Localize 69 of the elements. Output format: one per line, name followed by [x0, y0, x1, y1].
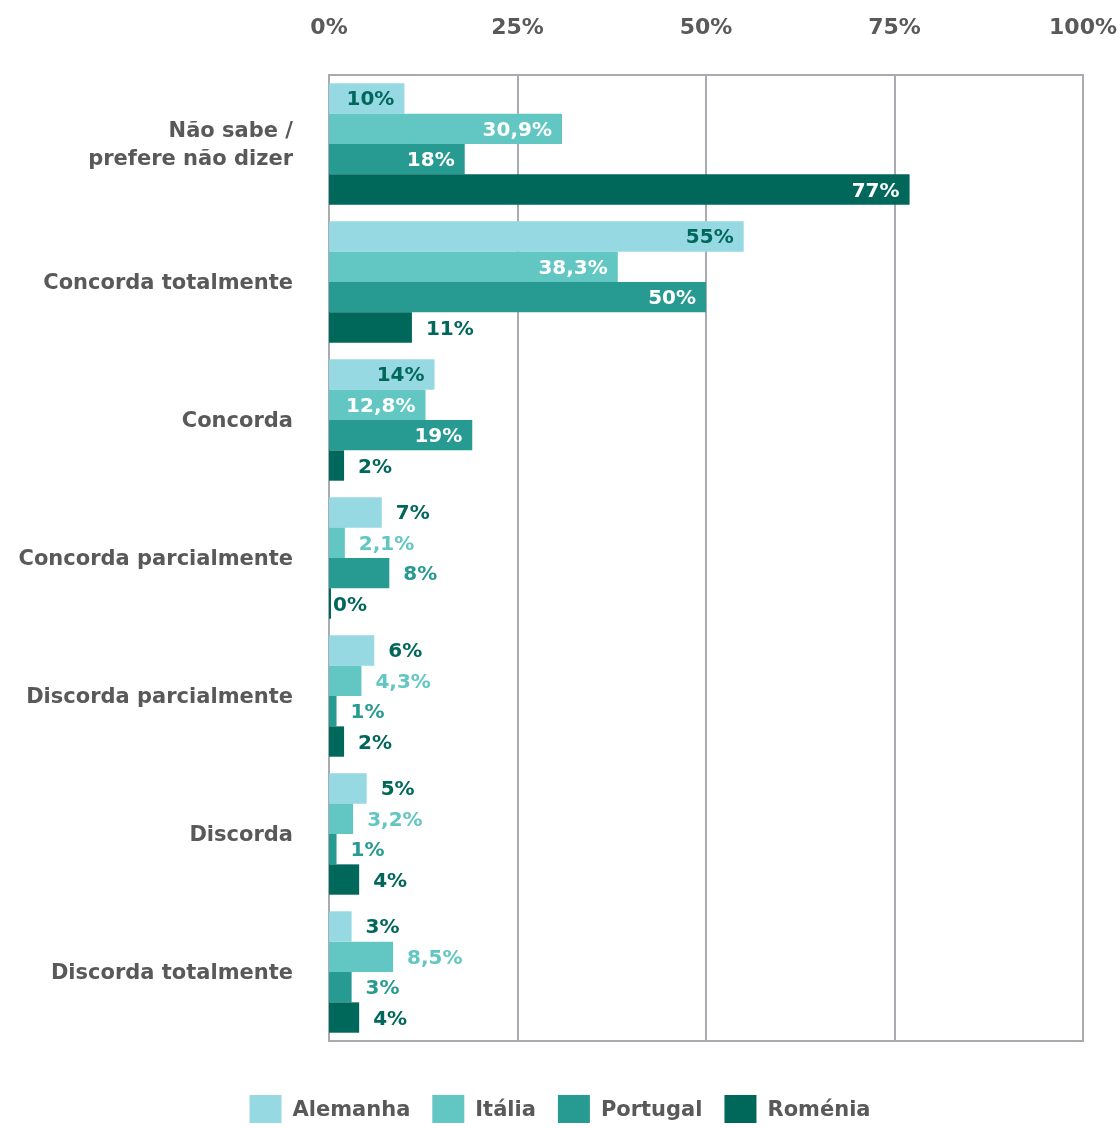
y-tick-label: Concorda [181, 408, 293, 432]
bar [329, 696, 337, 727]
bar [329, 113, 562, 144]
data-label: 3% [365, 975, 400, 1000]
data-label: 30,9% [482, 116, 552, 141]
bar [329, 941, 394, 972]
bar [329, 665, 362, 696]
bar [329, 221, 744, 252]
data-label: 18% [406, 147, 455, 172]
data-label: 55% [685, 224, 734, 249]
data-label: 77% [851, 177, 900, 202]
x-tick-label: 100% [1049, 13, 1117, 39]
y-tick-label: Discorda parcialmente [26, 684, 293, 708]
data-label: 1% [350, 837, 385, 862]
legend-label: Alemanha [292, 1097, 411, 1121]
bar [329, 359, 435, 390]
data-label: 6% [388, 638, 423, 663]
data-label: 50% [648, 285, 696, 310]
data-label: 2% [358, 729, 393, 754]
bar [329, 864, 360, 895]
data-label: 4% [373, 1005, 408, 1030]
x-tick-label: 50% [679, 13, 733, 39]
legend-label: Roménia [767, 1097, 871, 1121]
data-label: 8,5% [407, 944, 463, 969]
bar [329, 312, 412, 343]
legend-label: Itália [475, 1097, 536, 1121]
data-label: 1% [350, 699, 385, 724]
legend-label: Portugal [600, 1097, 703, 1121]
bar [329, 1002, 360, 1033]
y-tick-label: Concorda parcialmente [18, 546, 293, 570]
data-label: 0% [333, 591, 367, 616]
data-label: 10% [346, 86, 395, 111]
bar [329, 174, 910, 205]
bar [329, 773, 367, 804]
bar [329, 251, 618, 282]
data-label: 5% [380, 776, 415, 801]
bar [329, 144, 465, 175]
y-tick-label: Discorda [189, 822, 293, 846]
data-label: 7% [395, 500, 430, 525]
y-tick-label: Discorda totalmente [50, 960, 293, 984]
data-label: 3,2% [367, 806, 423, 831]
y-tick-label: Concorda totalmente [43, 270, 293, 294]
data-label: 11% [425, 315, 474, 340]
y-tick-label: Não sabe / prefere não dizer [88, 118, 294, 170]
bar [329, 803, 354, 834]
data-label: 4% [373, 867, 408, 892]
data-label: 3% [365, 914, 400, 939]
bar [329, 420, 473, 451]
bar [329, 726, 345, 757]
bar [329, 911, 352, 942]
data-label: 4,3% [375, 668, 431, 693]
data-label: 38,3% [538, 254, 608, 279]
data-label: 12,8% [346, 392, 416, 417]
bar [329, 635, 375, 666]
x-tick-label: 75% [868, 13, 921, 39]
bar [329, 558, 390, 589]
data-label: 2,1% [358, 530, 415, 555]
data-label: 19% [414, 423, 463, 448]
bar [329, 282, 706, 313]
data-label: 14% [376, 362, 425, 387]
bar [329, 972, 352, 1003]
data-label: 2% [358, 453, 393, 478]
x-tick-label: 0% [310, 13, 348, 39]
bar [329, 834, 337, 865]
data-label: 8% [403, 561, 438, 586]
bar [329, 527, 345, 558]
bar [329, 450, 345, 481]
x-tick-label: 25% [491, 13, 544, 39]
bar [329, 497, 382, 528]
